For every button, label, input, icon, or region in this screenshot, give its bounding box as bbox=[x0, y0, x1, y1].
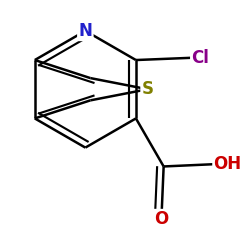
Text: OH: OH bbox=[214, 155, 242, 173]
Text: O: O bbox=[154, 210, 168, 228]
Text: Cl: Cl bbox=[192, 49, 209, 67]
Text: N: N bbox=[78, 22, 92, 40]
Text: S: S bbox=[142, 80, 154, 98]
